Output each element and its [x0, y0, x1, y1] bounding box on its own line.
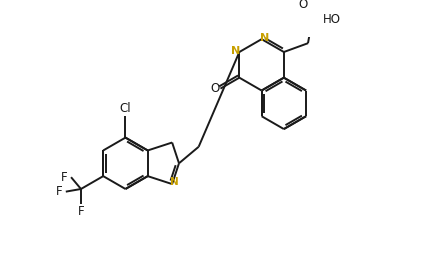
Text: O: O: [210, 82, 220, 95]
Text: O: O: [298, 0, 307, 11]
Text: Cl: Cl: [119, 102, 131, 115]
Text: N: N: [170, 177, 179, 187]
Text: F: F: [56, 185, 62, 198]
Text: N: N: [231, 46, 240, 56]
Text: F: F: [61, 171, 67, 184]
Text: N: N: [260, 33, 269, 43]
Text: HO: HO: [322, 13, 340, 26]
Text: F: F: [78, 205, 84, 218]
